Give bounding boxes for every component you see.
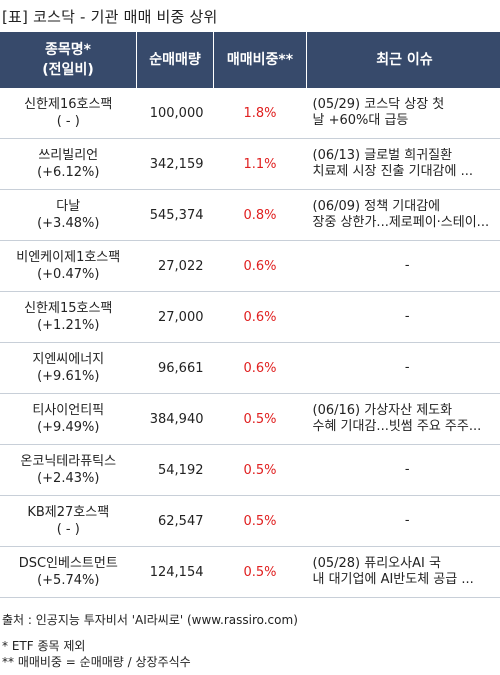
recent-issue-cell: - xyxy=(306,342,500,394)
stock-change: ( - ) xyxy=(56,114,80,129)
net-volume-cell: 27,000 xyxy=(136,291,214,343)
trade-ratio-cell: 0.6% xyxy=(213,291,307,343)
trade-ratio-cell: 0.5% xyxy=(213,444,307,496)
trade-ratio-cell: 0.5% xyxy=(213,546,307,598)
stock-name-cell: 온코닉테라퓨틱스 (+2.43%) xyxy=(0,444,137,496)
trade-ratio-cell: 0.5% xyxy=(213,495,307,547)
header-net-volume: 순매매량 xyxy=(136,32,214,88)
table-row: KB제27호스팩 ( - ) 62,547 0.5% - xyxy=(0,495,500,547)
stock-change: (+6.12%) xyxy=(37,165,100,180)
table-row: 티사이언티픽 (+9.49%) 384,940 0.5% (06/16) 가상자산 제도… xyxy=(0,393,500,445)
stock-change: (+9.49%) xyxy=(37,420,100,435)
stock-name-cell: 비엔케이제1호스팩 (+0.47%) xyxy=(0,240,137,292)
table-row: 비엔케이제1호스팩 (+0.47%) 27,022 0.6% - xyxy=(0,240,500,292)
stock-name: 비엔케이제1호스팩 xyxy=(16,250,121,265)
net-volume-cell: 54,192 xyxy=(136,444,214,496)
issue-line-2: 치료제 시장 진출 기대감에 ... xyxy=(312,164,474,179)
page-title: [표] 코스닥 - 기관 매매 비중 상위 xyxy=(2,8,218,26)
stock-name-cell: 티사이언티픽 (+9.49%) xyxy=(0,393,137,445)
issue-line-1: (05/28) 퓨리오사AI 국 xyxy=(312,556,441,571)
net-volume-cell: 27,022 xyxy=(136,240,214,292)
source-note: 출처 : 인공지능 투자비서 'AI라씨로' (www.rassiro.com) xyxy=(2,613,298,627)
stock-change: (+2.43%) xyxy=(37,471,100,486)
issue-line-2: 내 대기업에 AI반도체 공급 ... xyxy=(312,572,474,587)
stock-name-cell: 쓰리빌리언 (+6.12%) xyxy=(0,138,137,190)
stock-change: ( - ) xyxy=(56,522,80,537)
issue-line-2: 날 +60%대 급등 xyxy=(312,113,409,128)
net-volume-cell: 62,547 xyxy=(136,495,214,547)
stock-name: 다날 xyxy=(56,199,81,214)
net-volume-cell: 96,661 xyxy=(136,342,214,394)
stock-change: (+3.48%) xyxy=(37,216,100,231)
stock-name: DSC인베스트먼트 xyxy=(18,556,118,571)
trade-ratio-cell: 1.8% xyxy=(213,88,307,139)
issue-line-2: 수혜 기대감...빗썸 주요 주주... xyxy=(312,419,482,434)
table-row: 온코닉테라퓨틱스 (+2.43%) 54,192 0.5% - xyxy=(0,444,500,496)
trade-ratio-cell: 0.6% xyxy=(213,342,307,394)
etf-note: * ETF 종목 제외 xyxy=(2,639,86,653)
table-row: 다날 (+3.48%) 545,374 0.8% (06/09) 정책 기대감에 장중 상… xyxy=(0,189,500,241)
table-row: DSC인베스트먼트 (+5.74%) 124,154 0.5% (05/28) 퓨리오사… xyxy=(0,546,500,598)
stock-name-cell: 다날 (+3.48%) xyxy=(0,189,137,241)
recent-issue-cell: - xyxy=(306,495,500,547)
trade-ratio-cell: 0.6% xyxy=(213,240,307,292)
stock-name: 신한제15호스팩 xyxy=(24,301,113,316)
stock-name: 지엔씨에너지 xyxy=(32,352,105,367)
issue-line-1: (06/16) 가상자산 제도화 xyxy=(312,403,453,418)
stock-name-cell: DSC인베스트먼트 (+5.74%) xyxy=(0,546,137,598)
table-header-row: 종목명* (전일비) 순매매량 매매비중** 최근 이슈 xyxy=(0,32,500,88)
recent-issue-cell: (06/09) 정책 기대감에 장중 상한가...제로페이·스테이... xyxy=(306,189,500,241)
stock-change: (+9.61%) xyxy=(37,369,100,384)
table-row: 쓰리빌리언 (+6.12%) 342,159 1.1% (06/13) 글로벌 희귀질환… xyxy=(0,138,500,190)
stock-change: (+5.74%) xyxy=(37,573,100,588)
table-row: 지엔씨에너지 (+9.61%) 96,661 0.6% - xyxy=(0,342,500,394)
header-recent-issue: 최근 이슈 xyxy=(306,32,500,88)
stock-name-cell: 지엔씨에너지 (+9.61%) xyxy=(0,342,137,394)
header-stock-name-label: 종목명* xyxy=(45,42,91,58)
recent-issue-cell: - xyxy=(306,240,500,292)
stock-change: (+1.21%) xyxy=(37,318,100,333)
net-volume-cell: 342,159 xyxy=(136,138,214,190)
header-stock-name: 종목명* (전일비) xyxy=(0,32,137,88)
stock-name-cell: 신한제16호스팩 ( - ) xyxy=(0,88,137,139)
issue-line-1: (06/09) 정책 기대감에 xyxy=(312,199,441,214)
trade-ratio-cell: 0.8% xyxy=(213,189,307,241)
stock-name: KB제27호스팩 xyxy=(27,505,110,520)
net-volume-cell: 545,374 xyxy=(136,189,214,241)
net-volume-cell: 384,940 xyxy=(136,393,214,445)
recent-issue-cell: (06/13) 글로벌 희귀질환 치료제 시장 진출 기대감에 ... xyxy=(306,138,500,190)
ratio-formula-note: ** 매매비중 = 순매매량 / 상장주식수 xyxy=(2,655,191,669)
stock-name-cell: KB제27호스팩 ( - ) xyxy=(0,495,137,547)
stock-name: 쓰리빌리언 xyxy=(38,148,99,163)
net-volume-cell: 124,154 xyxy=(136,546,214,598)
stock-name-cell: 신한제15호스팩 (+1.21%) xyxy=(0,291,137,343)
trade-ratio-cell: 0.5% xyxy=(213,393,307,445)
stock-name: 신한제16호스팩 xyxy=(24,97,113,112)
recent-issue-cell: - xyxy=(306,291,500,343)
net-volume-cell: 100,000 xyxy=(136,88,214,139)
stock-name: 티사이언티픽 xyxy=(32,403,105,418)
header-change-label: (전일비) xyxy=(42,62,94,78)
issue-line-1: (06/13) 글로벌 희귀질환 xyxy=(312,148,453,163)
issue-line-1: (05/29) 코스닥 상장 첫 xyxy=(312,97,445,112)
issue-line-2: 장중 상한가...제로페이·스테이... xyxy=(312,215,490,230)
institution-trading-table: 종목명* (전일비) 순매매량 매매비중** 최근 이슈 신한제16호스팩 ( -… xyxy=(0,32,500,598)
table-row: 신한제16호스팩( - ) 100,000 1.8% (05/29) 코스닥 상장 첫… xyxy=(0,88,500,139)
trade-ratio-cell: 1.1% xyxy=(213,138,307,190)
recent-issue-cell: - xyxy=(306,444,500,496)
stock-name: 온코닉테라퓨틱스 xyxy=(20,454,117,469)
recent-issue-cell: (06/16) 가상자산 제도화 수혜 기대감...빗썸 주요 주주... xyxy=(306,393,500,445)
table-row: 신한제15호스팩 (+1.21%) 27,000 0.6% - xyxy=(0,291,500,343)
stock-change: (+0.47%) xyxy=(37,267,100,282)
header-trade-ratio: 매매비중** xyxy=(213,32,307,88)
